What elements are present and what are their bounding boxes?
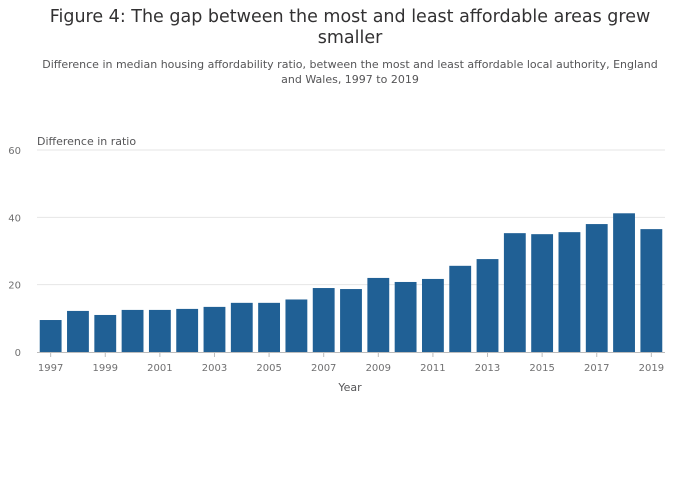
x-tick-label: 2009 (366, 363, 391, 374)
bar-2015[interactable] (531, 234, 554, 352)
bar-2011[interactable] (421, 278, 444, 352)
y-tick-label: 20 (8, 281, 21, 292)
bar-2019[interactable] (640, 229, 663, 352)
chart-title: Figure 4: The gap between the most and l… (49, 7, 651, 48)
bar-2004[interactable] (230, 302, 253, 352)
x-tick-label: 2019 (639, 363, 664, 374)
x-tick-label: 2017 (584, 363, 609, 374)
x-tick-label: 2001 (147, 363, 172, 374)
bar-2018[interactable] (613, 213, 635, 352)
bar-2007[interactable] (312, 288, 335, 352)
axes: 0 20 40 60 1997 1999 2001 2003 2005 2007 2009 2011 2… (8, 146, 665, 374)
y-tick-label: 60 (8, 146, 21, 157)
bars (39, 213, 663, 352)
y-axis-label: Difference in ratio (37, 135, 137, 148)
x-tick-label: 1997 (38, 363, 63, 374)
bar-2006[interactable] (285, 299, 308, 352)
bar-2002[interactable] (176, 308, 199, 352)
x-tick-label: 2011 (420, 363, 445, 374)
x-tick-label: 1999 (93, 363, 118, 374)
bar-1999[interactable] (94, 314, 117, 352)
bar-2016[interactable] (558, 232, 581, 352)
bar-2017[interactable] (585, 224, 608, 352)
bar-2005[interactable] (258, 302, 281, 352)
x-tick-label: 2003 (202, 363, 227, 374)
bar-2003[interactable] (203, 306, 226, 352)
bar-2000[interactable] (121, 309, 144, 352)
y-tick-label: 0 (15, 348, 21, 359)
x-tick-label: 2015 (529, 363, 554, 374)
x-tick-label: 2013 (475, 363, 500, 374)
bar-2009[interactable] (367, 277, 390, 352)
bar-2001[interactable] (148, 309, 171, 352)
x-tick-label: 2007 (311, 363, 336, 374)
bar-1998[interactable] (67, 310, 89, 352)
bar-2012[interactable] (449, 265, 472, 352)
bar-2008[interactable] (340, 289, 362, 352)
bar-2013[interactable] (476, 259, 499, 352)
bar-2014[interactable] (503, 233, 526, 352)
bar-1997[interactable] (39, 320, 62, 352)
y-tick-label: 40 (8, 213, 21, 224)
bar-2010[interactable] (394, 281, 417, 352)
x-tick-label: 2005 (256, 363, 281, 374)
chart-subtitle: Difference in median housing affordabili… (42, 58, 658, 86)
x-axis-label: Year (338, 381, 362, 394)
